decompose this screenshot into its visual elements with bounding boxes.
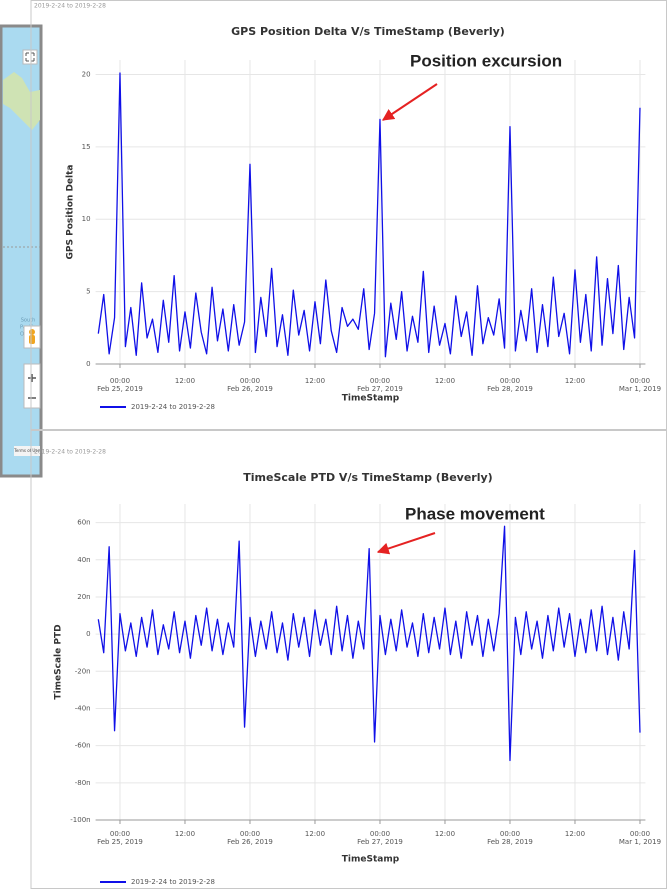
x-axis-label: TimeStamp [342,855,400,865]
y-axis-label: TimeScale PTD [54,624,64,699]
annotation: Position excursion [410,51,562,70]
x-tick-label: 00:00 [370,377,390,385]
y-tick-label: 20 [82,70,91,78]
x-tick-label: Feb 26, 2019 [227,838,273,846]
x-tick-label: Feb 27, 2019 [357,385,403,393]
y-tick-label: 20n [77,593,90,601]
x-axis-label: TimeStamp [342,394,400,404]
ocean-label: South [21,318,36,324]
x-tick-label: 12:00 [435,830,455,838]
legend-label: 2019-2-24 to 2019-2-28 [131,403,215,411]
x-tick-label: Mar 1, 2019 [619,838,661,846]
x-tick-label: 12:00 [565,377,585,385]
x-tick-label: 12:00 [175,377,195,385]
x-tick-label: 00:00 [370,830,390,838]
x-tick-label: Feb 27, 2019 [357,838,403,846]
x-tick-label: 12:00 [565,830,585,838]
x-tick-label: Feb 28, 2019 [487,385,533,393]
chart-panel [31,1,667,430]
pegman-icon [29,335,35,344]
legend-label: 2019-2-24 to 2019-2-28 [131,878,215,886]
range-label: 2019-2-24 to 2019-2-28 [34,3,106,10]
y-tick-label: 40n [77,556,90,564]
x-tick-label: Feb 25, 2019 [97,385,143,393]
screenshot: South Pacific Ocean Terms of Use 2019-2-… [0,0,667,889]
y-tick-label: 0 [86,630,90,638]
data-line [98,526,640,760]
y-tick-label: 0 [86,360,90,368]
x-tick-label: 12:00 [305,377,325,385]
pegman-icon [29,329,35,335]
x-tick-label: Feb 25, 2019 [97,838,143,846]
page: {"map": {"ocean_label": ["South", "Pacif… [0,0,667,889]
x-tick-label: 00:00 [500,830,520,838]
y-tick-label: -60n [75,742,91,750]
x-tick-label: 12:00 [435,377,455,385]
chart-title: GPS Position Delta V/s TimeStamp (Beverl… [231,25,505,38]
y-tick-label: -20n [75,667,91,675]
x-tick-label: 00:00 [240,377,260,385]
x-tick-label: 12:00 [305,830,325,838]
annotation: Phase movement [405,504,545,523]
x-tick-label: 00:00 [500,377,520,385]
chart-title: TimeScale PTD V/s TimeStamp (Beverly) [243,471,492,484]
zoom-buttons[interactable] [24,364,40,408]
annotation-arrow [383,84,437,120]
y-tick-label: 10 [82,215,91,223]
annotation-arrow [378,533,435,552]
x-tick-label: Feb 26, 2019 [227,385,273,393]
y-tick-label: -80n [75,779,91,787]
y-tick-label: -40n [75,704,91,712]
x-tick-label: 00:00 [240,830,260,838]
fullscreen-button[interactable] [23,50,37,64]
x-tick-label: 00:00 [110,377,130,385]
x-tick-label: 00:00 [110,830,130,838]
x-tick-label: 12:00 [175,830,195,838]
data-line [98,73,640,357]
x-tick-label: Feb 28, 2019 [487,838,533,846]
y-tick-label: 5 [86,288,90,296]
map-panel: South Pacific Ocean Terms of Use [1,26,41,476]
y-tick-label: 60n [77,519,90,527]
y-axis-label: GPS Position Delta [66,165,76,260]
x-tick-label: 00:00 [630,377,650,385]
y-tick-label: -100n [70,816,90,824]
x-tick-label: Mar 1, 2019 [619,385,661,393]
range-label: 2019-2-24 to 2019-2-28 [34,449,106,456]
x-tick-label: 00:00 [630,830,650,838]
y-tick-label: 15 [82,143,91,151]
